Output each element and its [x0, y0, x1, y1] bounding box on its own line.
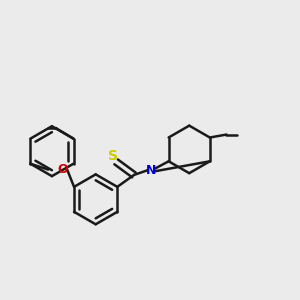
- Text: O: O: [57, 163, 68, 176]
- Text: N: N: [146, 164, 156, 177]
- Text: S: S: [107, 149, 118, 163]
